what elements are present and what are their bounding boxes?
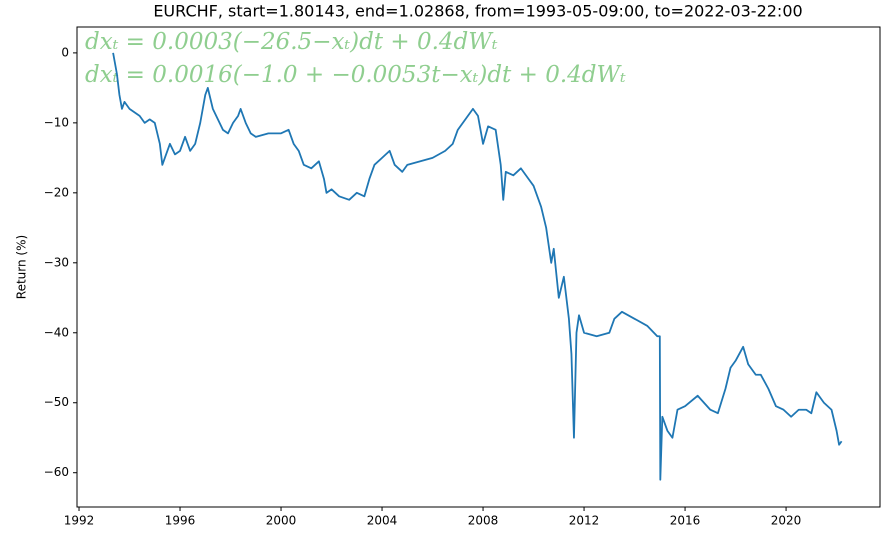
y-axis-label: Return (%)	[15, 235, 29, 299]
x-tick-label: 2004	[367, 514, 398, 528]
y-tick-label: −10	[44, 115, 69, 129]
y-tick-label: −20	[44, 185, 69, 199]
x-tick-label: 2000	[266, 514, 297, 528]
annotation: dxₜ = 0.0016(−1.0 + −0.0053t−xₜ)dt + 0.4…	[85, 62, 626, 88]
x-tick-label: 2020	[771, 514, 802, 528]
data-line	[112, 52, 843, 481]
x-tick-label: 2008	[468, 514, 499, 528]
x-tick-label: 2016	[670, 514, 701, 528]
y-tick-label: −30	[44, 255, 69, 269]
y-tick-label: −40	[44, 325, 69, 339]
annotation: dxₜ = 0.0003(−26.5−xₜ)dt + 0.4dWₜ	[85, 29, 498, 55]
x-tick-label: 1992	[64, 514, 95, 528]
x-tick-label: 2012	[569, 514, 600, 528]
y-tick-label: −60	[44, 465, 69, 479]
plot-frame	[76, 26, 881, 508]
y-tick-label: 0	[61, 45, 69, 59]
y-tick-label: −50	[44, 395, 69, 409]
x-tick-label: 1996	[165, 514, 196, 528]
chart-title: EURCHF, start=1.80143, end=1.02868, from…	[153, 2, 802, 21]
